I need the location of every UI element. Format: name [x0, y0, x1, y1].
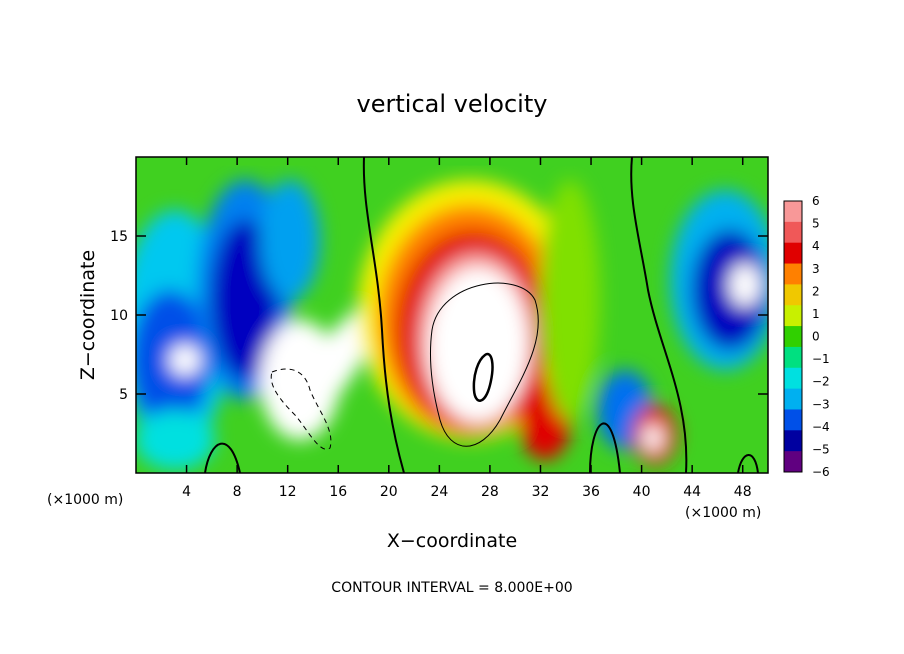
colorbar-label: 1	[812, 307, 820, 321]
contour-core-inner	[472, 352, 494, 402]
colorbar-label: −5	[812, 442, 830, 456]
x-tick-label: 4	[182, 484, 191, 500]
colorbar-label: 3	[812, 262, 820, 276]
x-tick-label: 20	[380, 484, 398, 500]
x-tick-label: 32	[532, 484, 550, 500]
colorbar-swatch	[784, 305, 802, 327]
contour-dashed	[270, 368, 332, 450]
colorbar-label: −2	[812, 375, 830, 389]
colorbar-swatch	[784, 326, 802, 348]
x-axis-label: X−coordinate	[387, 530, 517, 552]
colorbar-label: −1	[812, 352, 830, 366]
x-tick-label: 36	[582, 484, 600, 500]
contour-bottom-2	[589, 422, 621, 473]
chart-title: vertical velocity	[357, 90, 548, 118]
contour-interval-note: CONTOUR INTERVAL = 8.000E+00	[331, 580, 572, 596]
x-tick-label: 44	[683, 484, 701, 500]
plot-area	[136, 157, 768, 473]
x-unit-label-left: (×1000 m)	[47, 492, 123, 508]
colorbar-label: 2	[812, 284, 820, 298]
colorbar-label: 0	[812, 330, 820, 344]
x-axis-ticks: 4 8 12 16 20 24 28 32 36 40 44 48	[182, 157, 752, 500]
colorbar-swatch	[784, 367, 802, 390]
x-tick-label: 48	[734, 484, 752, 500]
y-tick-label: 15	[110, 229, 128, 245]
colorbar: 6 5 4 3 2 1 0 −1 −2 −3 −4 −5 −6	[783, 194, 830, 479]
contour-zero-left	[362, 157, 405, 473]
colorbar-swatch	[784, 430, 802, 452]
x-tick-label: 28	[481, 484, 499, 500]
y-tick-label: 10	[110, 308, 128, 324]
colorbar-frame	[783, 200, 803, 473]
colorbar-label: −3	[812, 397, 830, 411]
y-axis-label: Z−coordinate	[77, 250, 99, 380]
contour-bottom	[204, 442, 241, 473]
colorbar-swatch	[784, 388, 802, 410]
colorbar-swatch	[784, 451, 802, 473]
colorbar-swatch	[784, 409, 802, 431]
y-tick-label: 5	[119, 387, 128, 403]
colorbar-label: 6	[812, 194, 820, 208]
contour-core	[429, 282, 539, 447]
colorbar-label: 5	[812, 217, 820, 231]
colorbar-label: −4	[812, 420, 830, 434]
colorbar-swatch	[784, 263, 802, 285]
x-tick-label: 24	[430, 484, 448, 500]
colorbar-swatch	[784, 221, 802, 244]
x-tick-label: 16	[329, 484, 347, 500]
x-tick-label: 40	[633, 484, 651, 500]
x-tick-label: 12	[279, 484, 297, 500]
velocity-field	[136, 180, 768, 470]
x-tick-label: 8	[233, 484, 242, 500]
colorbar-swatch	[784, 284, 802, 306]
colorbar-swatch	[784, 242, 802, 265]
contour-zero-right	[630, 157, 688, 473]
y-axis-ticks: 5 10 15	[110, 229, 768, 403]
colorbar-swatch	[784, 201, 802, 223]
colorbar-swatch	[784, 346, 802, 369]
x-unit-label-right: (×1000 m)	[685, 505, 761, 521]
colorbar-label: 4	[812, 239, 820, 253]
colorbar-label: −6	[812, 465, 830, 479]
contour-bottom-3	[737, 454, 759, 473]
